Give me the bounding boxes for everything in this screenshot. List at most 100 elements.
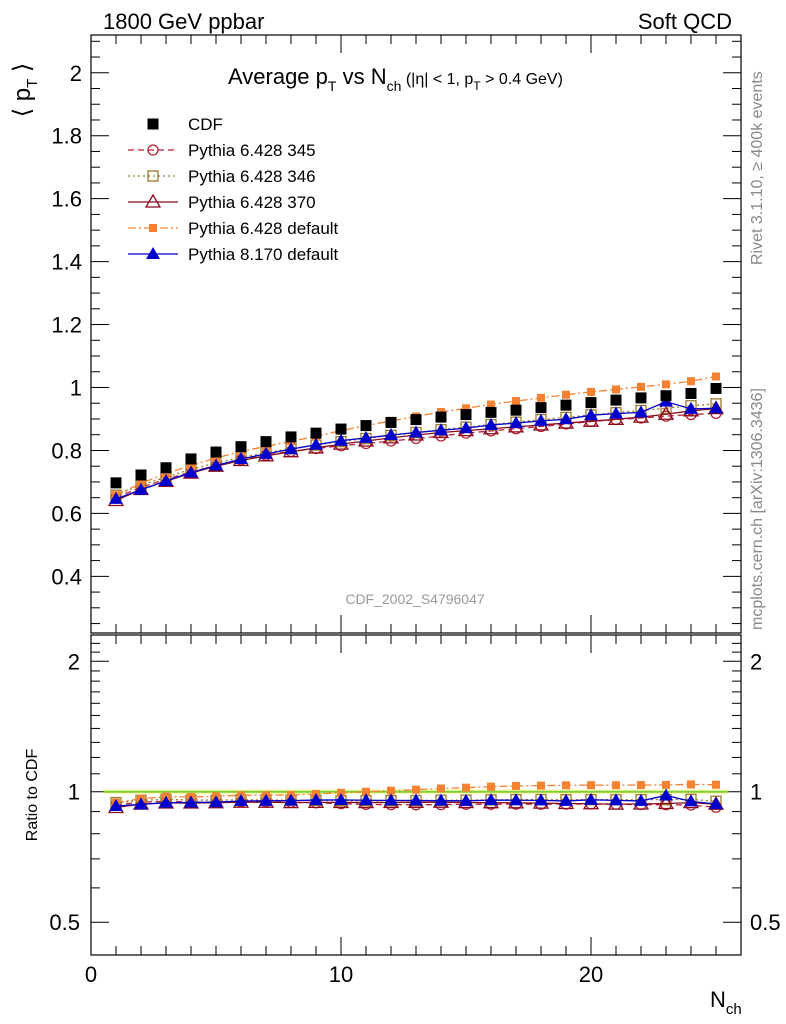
legend-pythia-6-428-346-label: Pythia 6.428 346	[188, 167, 316, 186]
ratio-y-tick-label: 1	[68, 780, 80, 805]
y-tick-label: 0.6	[51, 501, 82, 526]
y-tick-label: 1.6	[51, 187, 82, 212]
series-pythia-8-170-default-ratio-point	[284, 793, 298, 806]
series-cdf-point	[510, 404, 522, 416]
series-pythia-6-428-default-point	[162, 469, 170, 478]
series-cdf-point	[285, 431, 297, 443]
series-pythia-6-428-default-point	[637, 382, 645, 391]
legend-pythia-8-170-default-label: Pythia 8.170 default	[188, 245, 339, 264]
series-pythia-8-170-default-ratio-point	[659, 788, 673, 801]
series-pythia-8-170-default-point	[584, 408, 598, 421]
series-pythia-8-170-default-ratio-point	[584, 792, 598, 805]
rivet-label: Rivet 3.1.10, ≥ 400k events	[749, 71, 766, 265]
series-pythia-8-170-default-ratio-point	[559, 793, 573, 806]
series-pythia-6-428-default-point	[712, 372, 720, 381]
series-pythia-8-170-default-point	[559, 412, 573, 425]
series-pythia-8-170-default-ratio-point	[234, 794, 248, 807]
series-cdf-point	[460, 409, 472, 421]
series-pythia-8-170-default-point	[509, 416, 523, 429]
series-pythia-8-170-default-ratio-point	[209, 795, 223, 808]
header-left: 1800 GeV ppbar	[103, 9, 264, 34]
series-pythia-8-170-default-point	[359, 430, 373, 443]
series-pythia-6-428-default-ratio-point	[487, 782, 495, 791]
series-pythia-6-428-default-ratio-point	[387, 786, 395, 795]
series-pythia-6-428-default-point	[587, 387, 595, 396]
series-pythia-6-428-default-point	[562, 390, 570, 399]
series-pythia-6-428-default-ratio-point	[462, 783, 470, 792]
ratio-y-tick-label-right: 1	[750, 780, 762, 805]
series-pythia-6-428-default-point	[612, 385, 620, 394]
series-pythia-8-170-default-ratio-point	[609, 793, 623, 806]
series-pythia-8-170-default-point	[709, 401, 723, 414]
series-pythia-8-170-default-ratio-point	[484, 793, 498, 806]
y-tick-label: 2	[70, 61, 82, 86]
legend-pythia-6-428-345-label: Pythia 6.428 345	[188, 141, 316, 160]
series-pythia-6-428-default-point	[462, 404, 470, 413]
series-pythia-8-170-default-ratio-point	[109, 799, 123, 812]
header-right: Soft QCD	[638, 9, 732, 34]
series-cdf-point	[410, 414, 422, 426]
series-cdf-point	[560, 399, 572, 411]
series-pythia-6-428-default-ratio-point	[562, 781, 570, 790]
legend-cdf-marker	[147, 118, 159, 130]
series-pythia-8-170-default-point	[634, 405, 648, 418]
series-pythia-8-170-default-ratio-point	[709, 797, 723, 810]
ratio-y-tick-label: 0.5	[49, 910, 80, 935]
series-pythia-8-170-default-point	[684, 401, 698, 414]
series-pythia-8-170-default-point	[384, 428, 398, 441]
series-cdf-point	[335, 423, 347, 435]
series-pythia-6-428-370-point	[657, 405, 675, 420]
series-pythia-8-170-default-ratio-point	[634, 793, 648, 806]
series-pythia-8-170-default-point	[209, 458, 223, 471]
y-tick-label: 0.4	[51, 564, 82, 589]
legend-pythia-6-428-346-marker	[147, 170, 159, 182]
series-pythia-6-428-370-ratio-point	[657, 795, 675, 810]
series-pythia-8-170-default-point	[109, 491, 123, 504]
y-tick-label: 1.4	[51, 250, 82, 275]
series-pythia-8-170-default-ratio-point	[334, 792, 348, 805]
series-pythia-6-428-default-ratio-point	[662, 780, 670, 789]
plot-title: Average pT vs Nch (|η| < 1, pT > 0.4 GeV…	[228, 64, 563, 94]
series-pythia-6-428-default-ratio-point	[687, 780, 695, 789]
ratio-y-tick-label: 2	[68, 649, 80, 674]
series-pythia-6-428-default-ratio-point	[337, 788, 345, 797]
series-cdf-point	[185, 453, 197, 465]
series-cdf-point	[535, 402, 547, 414]
series-cdf-point	[710, 382, 722, 394]
series-pythia-8-170-default-point	[234, 451, 248, 464]
series-pythia-8-170-default-ratio-point	[184, 795, 198, 808]
series-pythia-8-170-default-ratio-point	[384, 793, 398, 806]
series-pythia-8-170-default-ratio-point	[359, 793, 373, 806]
series-cdf-point	[660, 390, 672, 402]
series-pythia-8-170-default-ratio-point	[459, 793, 473, 806]
series-pythia-8-170-default-point	[284, 442, 298, 455]
series-pythia-8-170-default-point	[484, 417, 498, 430]
series-pythia-8-170-default-ratio-point	[309, 793, 323, 806]
series-pythia-6-428-default-point	[212, 454, 220, 463]
series-pythia-8-170-default-point	[184, 465, 198, 478]
series-cdf-point	[310, 427, 322, 439]
series-cdf-point	[260, 436, 272, 448]
x-tick-label: 10	[329, 962, 353, 987]
series-cdf-point	[435, 411, 447, 423]
series-pythia-8-170-default-ratio-point	[534, 793, 548, 806]
series-pythia-8-170-default-point	[459, 421, 473, 434]
series-cdf-point	[485, 406, 497, 418]
series-pythia-8-170-default-point	[134, 482, 148, 495]
series-pythia-6-428-default-ratio-point	[612, 781, 620, 790]
legend-pythia-8-170-default-marker	[146, 247, 160, 259]
series-pythia-6-428-default-ratio-point	[412, 785, 420, 794]
ratio-y-tick-label-right: 2	[750, 649, 762, 674]
series-pythia-8-170-default-point	[534, 413, 548, 426]
series-cdf-point	[685, 387, 697, 399]
legend-pythia-6-428-default-label: Pythia 6.428 default	[188, 219, 339, 238]
series-pythia-8-170-default-ratio-point	[684, 794, 698, 807]
x-tick-label: 20	[579, 962, 603, 987]
series-cdf-point	[610, 394, 622, 406]
series-pythia-6-428-default-ratio-point	[512, 781, 520, 790]
y-tick-label: 1.8	[51, 124, 82, 149]
legend-pythia-6-428-370-marker	[144, 193, 162, 208]
series-pythia-8-170-default-point	[159, 473, 173, 486]
series-pythia-6-428-default-point	[512, 397, 520, 406]
